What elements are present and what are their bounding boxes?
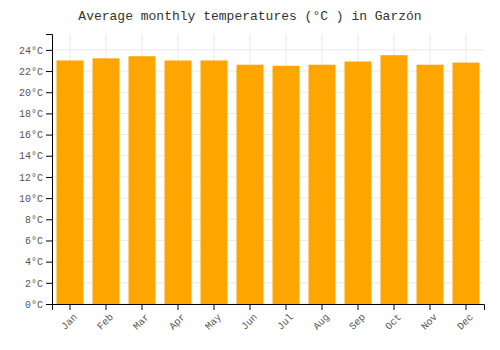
y-tick-mark bbox=[46, 156, 52, 157]
x-tick-mark bbox=[466, 304, 467, 310]
x-tick-mark bbox=[358, 304, 359, 310]
x-tick: Mar bbox=[131, 304, 152, 332]
bar bbox=[93, 58, 120, 304]
y-tick: 10°C bbox=[19, 194, 52, 205]
x-tick: Aug bbox=[311, 304, 332, 332]
x-tick: Jan bbox=[59, 304, 80, 332]
y-axis: 0°C 2°C 4°C 6°C 8°C 10°C 12°C 14°C 16°C 18°C 20°C 2… bbox=[19, 35, 53, 311]
y-tick: 24°C bbox=[19, 46, 52, 57]
x-tick: Apr bbox=[167, 304, 188, 332]
bar bbox=[417, 65, 444, 304]
x-tick-mark bbox=[394, 304, 395, 310]
x-tick-label: Aug bbox=[311, 312, 332, 333]
y-tick: 2°C bbox=[25, 279, 52, 290]
x-tick-label: Nov bbox=[419, 312, 440, 333]
y-tick-label: 24°C bbox=[19, 46, 43, 57]
x-tick: Jun bbox=[239, 304, 260, 332]
x-tick: May bbox=[203, 304, 224, 332]
y-tick-mark bbox=[46, 219, 52, 220]
y-tick: 16°C bbox=[19, 130, 52, 141]
y-tick: 8°C bbox=[25, 215, 52, 226]
bar bbox=[273, 66, 300, 304]
grid bbox=[52, 34, 484, 304]
x-tick-label: Apr bbox=[167, 312, 188, 333]
bar bbox=[129, 56, 156, 304]
y-tick: 12°C bbox=[19, 173, 52, 184]
y-grid-line bbox=[52, 49, 484, 50]
x-axis-line bbox=[53, 305, 485, 311]
x-tick-mark bbox=[106, 304, 107, 310]
y-tick-mark bbox=[46, 135, 52, 136]
bar bbox=[453, 63, 480, 304]
x-tick-mark bbox=[214, 304, 215, 310]
x-tick-label: Jan bbox=[59, 312, 80, 333]
y-tick-label: 12°C bbox=[19, 173, 43, 184]
bar bbox=[309, 65, 336, 304]
title: Average monthly temperatures (°C ) in Ga… bbox=[78, 9, 421, 24]
x-tick-label: Jul bbox=[275, 312, 296, 333]
y-tick: 6°C bbox=[25, 236, 52, 247]
x-tick: Feb bbox=[95, 304, 116, 332]
y-tick-mark bbox=[46, 71, 52, 72]
x-tick-mark bbox=[142, 304, 143, 310]
x-tick-mark bbox=[286, 304, 287, 310]
y-tick-label: 10°C bbox=[19, 194, 43, 205]
y-tick-mark bbox=[46, 304, 52, 305]
x-tick-mark bbox=[430, 304, 431, 310]
x-tick-label: Feb bbox=[95, 312, 116, 333]
x-tick-mark bbox=[70, 304, 71, 310]
x-tick-label: Jun bbox=[239, 312, 260, 333]
y-tick-mark bbox=[46, 177, 52, 178]
x-tick-label: Mar bbox=[131, 312, 152, 333]
y-tick-label: 22°C bbox=[19, 67, 43, 78]
bar bbox=[201, 60, 228, 304]
chart: 0°C 2°C 4°C 6°C 8°C 10°C 12°C 14°C 16°C 18°C 20°C 2… bbox=[0, 0, 500, 350]
x-tick-label: Dec bbox=[455, 312, 476, 333]
y-tick-label: 4°C bbox=[25, 257, 43, 268]
x-tick: Jul bbox=[275, 304, 296, 332]
y-tick-label: 0°C bbox=[25, 300, 43, 311]
x-tick: Nov bbox=[419, 304, 440, 332]
x-tick: Sep bbox=[347, 304, 368, 332]
bars bbox=[57, 55, 480, 304]
y-tick-label: 8°C bbox=[25, 215, 43, 226]
x-tick-mark bbox=[322, 304, 323, 310]
y-tick-mark bbox=[46, 198, 52, 199]
y-tick-mark bbox=[46, 283, 52, 284]
y-tick-label: 16°C bbox=[19, 130, 43, 141]
x-tick-label: Sep bbox=[347, 312, 368, 333]
y-tick: 4°C bbox=[25, 257, 52, 268]
y-tick-mark bbox=[46, 50, 52, 51]
x-tick-mark bbox=[250, 304, 251, 310]
y-tick-label: 20°C bbox=[19, 88, 43, 99]
x-tick: Oct bbox=[383, 304, 404, 332]
y-tick-mark bbox=[46, 92, 52, 93]
y-tick: 18°C bbox=[19, 109, 52, 120]
y-tick-mark bbox=[46, 113, 52, 114]
x-tick-label: Oct bbox=[383, 312, 404, 333]
x-tick-label: May bbox=[203, 312, 224, 333]
y-tick: 20°C bbox=[19, 88, 52, 99]
plot: 0°C 2°C 4°C 6°C 8°C 10°C 12°C 14°C 16°C 18°C 20°C 2… bbox=[19, 34, 485, 332]
bar bbox=[345, 62, 372, 304]
x-tick: Dec bbox=[455, 304, 476, 332]
bar bbox=[57, 60, 84, 304]
y-tick-label: 18°C bbox=[19, 109, 43, 120]
x-tick-mark bbox=[178, 304, 179, 310]
y-axis-line bbox=[46, 35, 53, 305]
y-tick-label: 14°C bbox=[19, 151, 43, 162]
bar bbox=[237, 65, 264, 304]
y-tick: 22°C bbox=[19, 67, 52, 78]
y-tick: 14°C bbox=[19, 151, 52, 162]
bar bbox=[165, 60, 192, 304]
y-tick: 0°C bbox=[25, 300, 52, 311]
y-tick-mark bbox=[46, 240, 52, 241]
bar bbox=[381, 55, 408, 304]
x-axis: Jan Feb Mar Apr May Jun Jul Aug Sep Oct Nov Dec bbox=[53, 304, 485, 332]
y-tick-label: 2°C bbox=[25, 279, 43, 290]
y-tick-label: 6°C bbox=[25, 236, 43, 247]
y-tick-mark bbox=[46, 262, 52, 263]
